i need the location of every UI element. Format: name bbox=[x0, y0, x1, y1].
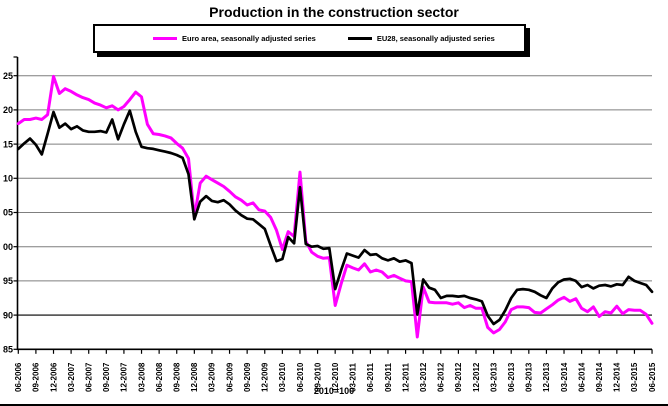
x-tick-label: 12-2013 bbox=[542, 362, 551, 392]
y-tick-label: 85 bbox=[3, 345, 13, 355]
x-tick-label: 06-2012 bbox=[437, 362, 446, 392]
x-tick-label: 06-2014 bbox=[577, 362, 586, 392]
x-tick-label: 06-2013 bbox=[507, 362, 516, 392]
legend-entry-euro-area: Euro area, seasonally adjusted series bbox=[153, 34, 316, 43]
y-tick-label: 25 bbox=[3, 71, 13, 81]
x-tick-label: 09-2014 bbox=[595, 362, 604, 392]
x-tick-label: 09-2010 bbox=[313, 362, 322, 392]
x-tick-label: 06-2015 bbox=[648, 362, 657, 392]
x-tick-label: 12-2011 bbox=[401, 363, 410, 392]
chart-title: Production in the construction sector bbox=[209, 4, 459, 20]
x-tick-label: 06-2011 bbox=[366, 363, 375, 392]
x-tick-label: 03-2012 bbox=[419, 362, 428, 392]
x-tick-label: 03-2015 bbox=[630, 362, 639, 392]
euro-area-series-line bbox=[16, 74, 654, 339]
x-tick-label: 03-2011 bbox=[349, 363, 358, 392]
legend-entry-eu28: EU28, seasonally adjusted series bbox=[347, 34, 495, 43]
x-tick-label: 03-2014 bbox=[560, 362, 569, 392]
legend-label-eu28: EU28, seasonally adjusted series bbox=[376, 34, 495, 43]
x-tick-label: 06-2009 bbox=[225, 362, 234, 392]
x-tick-label: 12-2007 bbox=[120, 362, 129, 392]
bottom-rule bbox=[0, 404, 668, 406]
x-tick-label: 03-2008 bbox=[137, 362, 146, 392]
x-tick-label: 06-2007 bbox=[85, 362, 94, 392]
y-tick-label: 15 bbox=[3, 139, 13, 149]
x-tick-label: 12-2014 bbox=[613, 362, 622, 392]
x-tick-label: 03-2009 bbox=[208, 362, 217, 392]
y-tick-label: 00 bbox=[3, 242, 13, 252]
eu28-line-swatch bbox=[347, 37, 372, 40]
x-tick-label: 12-2012 bbox=[472, 362, 481, 392]
legend: Euro area, seasonally adjusted series EU… bbox=[93, 24, 526, 53]
x-tick-label: 06-2010 bbox=[296, 362, 305, 392]
legend-label-euro-area: Euro area, seasonally adjusted series bbox=[182, 34, 316, 43]
y-tick-label: 05 bbox=[3, 208, 13, 218]
x-tick-label: 09-2013 bbox=[525, 362, 534, 392]
x-tick-label: 03-2013 bbox=[489, 362, 498, 392]
y-tick-label: 95 bbox=[3, 276, 13, 286]
x-tick-label: 06-2008 bbox=[155, 362, 164, 392]
x-tick-label: 12-2006 bbox=[49, 362, 58, 392]
x-tick-label: 09-2007 bbox=[102, 362, 111, 392]
x-tick-label: 09-2011 bbox=[384, 363, 393, 392]
x-tick-label: 12-2009 bbox=[261, 362, 270, 392]
y-tick-label: 90 bbox=[3, 310, 13, 320]
x-tick-label: 09-2009 bbox=[243, 362, 252, 392]
x-tick-label: 09-2012 bbox=[454, 362, 463, 392]
euro-area-line-swatch bbox=[153, 37, 177, 40]
x-tick-label: 03-2007 bbox=[67, 362, 76, 392]
x-tick-label: 03-2010 bbox=[278, 362, 287, 392]
x-tick-label: 09-2006 bbox=[32, 362, 41, 392]
y-tick-label: 10 bbox=[3, 174, 13, 184]
y-tick-label: 20 bbox=[3, 105, 13, 115]
x-tick-label: 12-2010 bbox=[331, 362, 340, 392]
x-tick-label: 12-2008 bbox=[190, 362, 199, 392]
x-tick-label: 09-2008 bbox=[173, 362, 182, 392]
eu28-series-line bbox=[16, 109, 654, 326]
x-tick-label: 06-2006 bbox=[14, 362, 23, 392]
index-base-note: 2010=100 bbox=[313, 386, 355, 396]
